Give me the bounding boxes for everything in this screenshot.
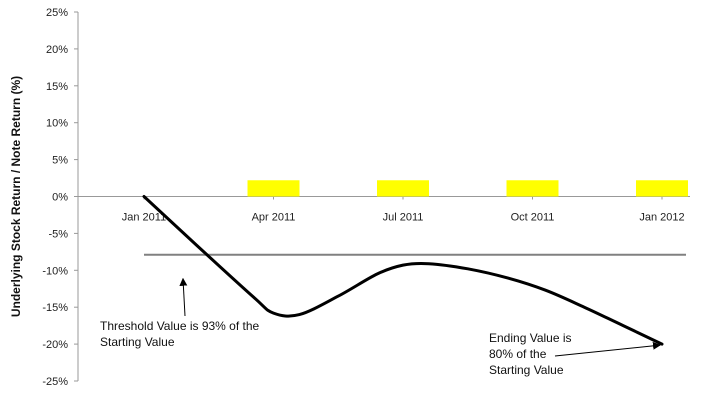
y-tick-label: -5% <box>48 228 68 240</box>
x-tick-label: Jan 2011 <box>122 212 166 224</box>
stock-return-line <box>142 195 664 346</box>
threshold-annotation-arrow <box>179 277 188 317</box>
ending-annotation-arrow <box>554 341 661 357</box>
ending-annotation-text: Starting Value <box>489 363 564 377</box>
y-tick-label: 20% <box>46 44 68 56</box>
y-tick-label: -10% <box>42 265 68 277</box>
y-axis-title: Underlying Stock Return / Note Return (%… <box>9 76 23 317</box>
y-tick-label: -25% <box>42 376 68 388</box>
note-return-bar <box>247 180 300 197</box>
x-tick-label: Apr 2011 <box>252 212 296 224</box>
note-return-bar <box>506 180 559 197</box>
x-tick-label: Jan 2012 <box>639 212 684 224</box>
y-tick-label: -15% <box>42 302 68 314</box>
y-tick-label: -20% <box>42 339 68 351</box>
y-tick-label: 0% <box>52 192 68 204</box>
note-return-bar <box>377 180 429 197</box>
y-tick-label: 15% <box>46 81 68 93</box>
x-tick-label: Jul 2011 <box>383 212 424 224</box>
threshold-annotation-text: Starting Value <box>100 335 175 349</box>
note-return-bar <box>636 180 688 197</box>
threshold-annotation-text: Threshold Value is 93% of the <box>100 319 260 333</box>
x-tick-label: Oct 2011 <box>511 212 555 224</box>
y-tick-label: 10% <box>46 118 68 130</box>
y-tick-label: 5% <box>52 155 68 167</box>
ending-annotation-text: 80% of the <box>489 347 547 361</box>
y-tick-label: 25% <box>46 7 68 19</box>
ending-annotation-text: Ending Value is <box>489 331 572 345</box>
